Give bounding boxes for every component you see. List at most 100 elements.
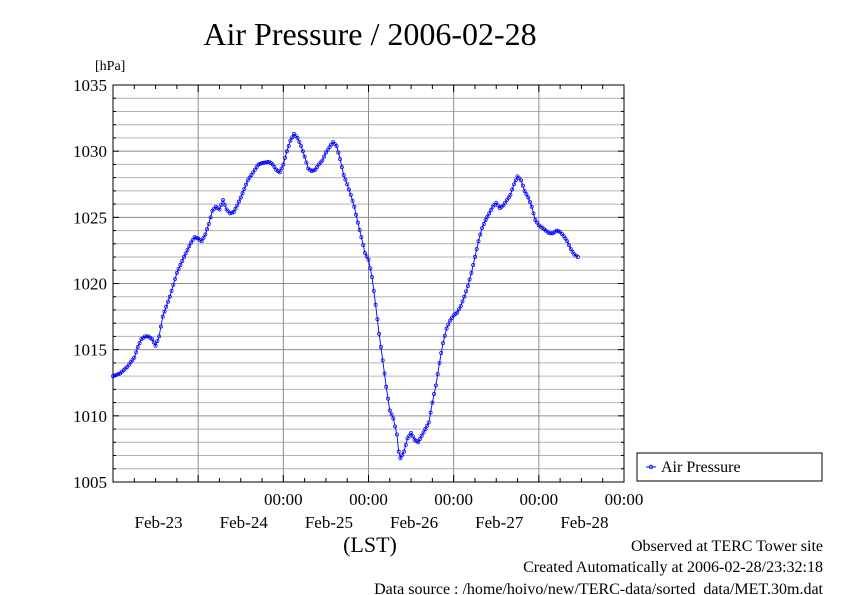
data-point-marker	[166, 299, 170, 304]
data-point-marker	[194, 235, 199, 240]
data-point-marker	[529, 204, 534, 209]
data-point-marker	[535, 220, 540, 225]
data-point-marker	[481, 221, 486, 226]
data-point-marker	[405, 436, 410, 441]
data-point-marker	[407, 433, 412, 438]
data-point-marker	[142, 334, 147, 339]
data-point-marker	[348, 192, 353, 197]
x-time-label: 00:00	[519, 490, 558, 509]
data-point-marker	[421, 430, 426, 435]
footer-created-at: Created Automatically at 2006-02-28/23:3…	[523, 559, 823, 576]
data-point-marker	[396, 449, 401, 454]
data-point-marker	[567, 243, 571, 248]
data-point-marker	[238, 195, 243, 200]
data-point-marker	[265, 160, 270, 165]
data-point-marker	[249, 173, 254, 177]
data-point-marker	[169, 288, 174, 293]
data-point-marker	[439, 351, 444, 355]
data-point-marker	[400, 452, 405, 457]
data-point-marker	[160, 314, 165, 319]
data-point-marker	[229, 210, 234, 215]
data-point-marker	[418, 437, 422, 441]
data-point-marker	[377, 331, 382, 336]
data-point-marker	[368, 266, 373, 271]
data-point-marker	[222, 202, 227, 207]
data-point-marker	[162, 309, 167, 314]
data-point-marker	[283, 155, 288, 160]
data-point-marker	[435, 372, 440, 377]
data-point-marker	[219, 202, 224, 207]
data-point-marker	[247, 175, 252, 180]
data-point-marker	[478, 232, 483, 237]
data-point-marker	[315, 165, 319, 169]
data-point-marker	[363, 251, 367, 256]
data-point-marker	[455, 310, 460, 315]
data-point-marker	[217, 207, 222, 212]
data-point-marker	[151, 340, 156, 345]
data-point-marker	[343, 177, 348, 182]
data-point-marker	[311, 168, 316, 173]
data-point-marker	[300, 149, 305, 154]
data-point-marker	[373, 302, 378, 307]
data-point-marker	[263, 160, 268, 165]
data-point-marker	[522, 188, 527, 193]
data-point-marker	[442, 333, 447, 338]
data-point-marker	[167, 294, 172, 299]
data-point-marker	[150, 337, 154, 342]
data-point-marker	[279, 166, 284, 171]
data-point-marker	[496, 203, 500, 208]
data-point-marker	[375, 317, 380, 322]
data-point-marker	[524, 192, 529, 197]
data-point-marker	[437, 360, 442, 365]
y-tick-label: 1010	[73, 407, 107, 426]
data-point-marker	[512, 182, 516, 187]
x-axis-tick-labels: 00:00 00:00 00:00 00:00 00:00 Feb-23 Feb-24 Feb…	[134, 490, 643, 532]
data-point-marker	[270, 162, 275, 167]
y-axis-tick-labels: 1005 1010 1015 1020 1025 1030 1035	[73, 76, 107, 492]
data-point-marker	[520, 183, 525, 188]
data-point-marker	[111, 374, 115, 379]
data-point-marker	[157, 334, 162, 339]
data-point-marker	[460, 299, 465, 304]
data-point-marker	[221, 198, 225, 203]
data-point-marker	[384, 384, 389, 389]
x-day-label: Feb-26	[390, 513, 438, 532]
data-point-marker	[325, 147, 330, 152]
data-point-marker	[554, 228, 559, 233]
data-point-marker	[371, 288, 376, 293]
data-point-marker	[295, 135, 300, 140]
x-day-label: Feb-28	[560, 513, 608, 532]
data-point-marker	[361, 243, 366, 248]
legend-box	[636, 452, 823, 482]
x-day-label: Feb-25	[305, 513, 353, 532]
data-point-marker	[446, 322, 451, 327]
data-point-marker	[258, 161, 263, 166]
data-point-marker	[448, 318, 453, 323]
data-point-marker	[423, 427, 428, 432]
y-axis-unit-label: [hPa]	[95, 59, 125, 74]
data-point-marker	[201, 235, 206, 240]
data-point-marker	[419, 433, 424, 438]
data-point-marker	[286, 143, 291, 148]
data-point-marker	[338, 157, 343, 162]
data-point-marker	[190, 237, 195, 242]
data-point-marker	[206, 221, 211, 226]
data-point-marker	[336, 150, 341, 155]
data-point-marker	[359, 235, 364, 240]
data-point-marker	[409, 431, 414, 435]
data-point-marker	[370, 274, 374, 279]
y-tick-label: 1025	[73, 208, 107, 227]
data-point-marker	[467, 277, 472, 282]
data-point-marker	[357, 227, 362, 232]
data-point-marker	[304, 160, 309, 165]
data-point-marker	[432, 392, 437, 396]
data-point-marker	[410, 434, 415, 439]
data-point-marker	[425, 423, 430, 428]
data-point-marker	[352, 204, 357, 209]
data-point-marker	[309, 169, 314, 173]
data-point-marker	[350, 198, 355, 203]
data-point-marker	[183, 251, 188, 256]
x-time-label: 00:00	[349, 490, 388, 509]
legend-label: Air Pressure	[661, 459, 741, 476]
data-point-marker	[508, 192, 513, 197]
